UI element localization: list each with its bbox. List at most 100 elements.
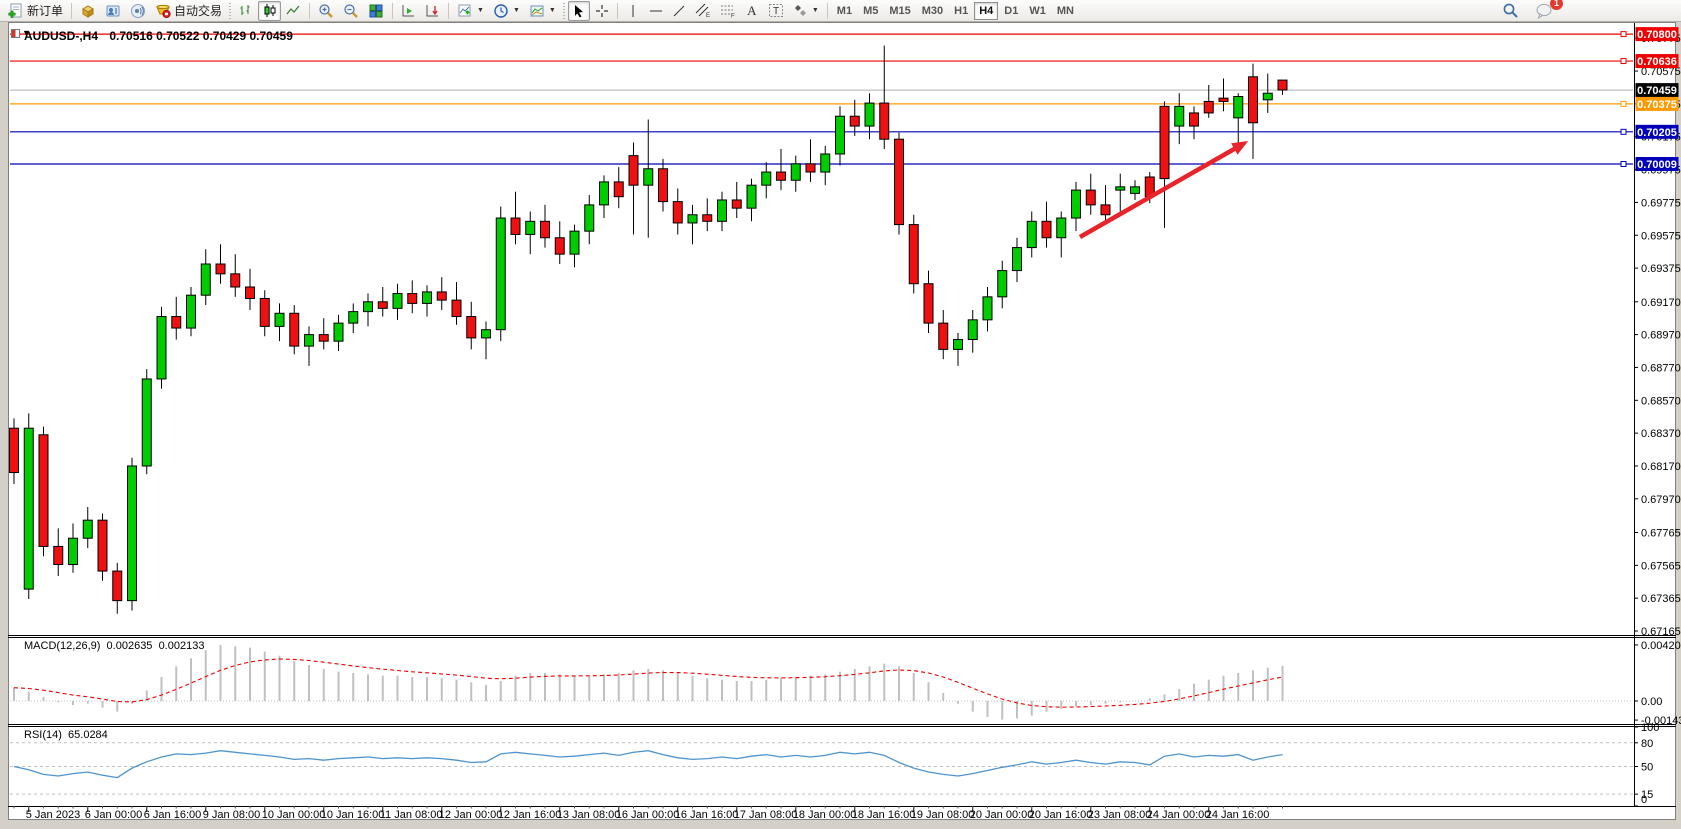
text-tool[interactable]: A — [741, 1, 763, 21]
text-icon: A — [747, 2, 757, 18]
timeframe-h4[interactable]: H4 — [974, 1, 999, 20]
bar-chart-button[interactable] — [234, 1, 257, 21]
toolbar-drag-handle — [562, 2, 565, 19]
arrows-tool[interactable]: ▼ — [789, 1, 823, 21]
new-order-icon — [8, 3, 22, 18]
svg-text:E: E — [706, 13, 710, 18]
timeframe-w1[interactable]: W1 — [1029, 4, 1046, 17]
fibonacci-icon: F — [720, 5, 735, 19]
tile-windows-icon — [369, 4, 383, 17]
shift-chart-button[interactable] — [397, 1, 420, 21]
market-watch-icon — [82, 4, 94, 18]
chevron-down-icon: ▼ — [22, 28, 31, 38]
periods-icon — [494, 3, 508, 18]
data-window-button[interactable] — [101, 1, 125, 21]
zoom-in-button[interactable] — [314, 1, 338, 21]
auto-trading-icon — [156, 4, 171, 18]
rsi-indicator-label: RSI(14) 65.0284 — [24, 729, 108, 741]
crosshair-icon — [595, 4, 608, 17]
chevron-down-icon: ▼ — [477, 7, 484, 14]
chart-symbol-period: AUDUSD-,H4 — [24, 29, 99, 43]
zoom-out-button[interactable] — [339, 1, 363, 21]
market-watch-button[interactable] — [76, 1, 100, 21]
chevron-down-icon: ▼ — [811, 7, 819, 14]
candlestick-icon — [264, 4, 276, 17]
auto-trading-button[interactable]: 自动交易 — [151, 1, 226, 21]
cursor-icon — [574, 4, 583, 17]
timeframe-d1[interactable]: D1 — [1004, 4, 1019, 17]
chat-icon — [1536, 3, 1552, 19]
templates-icon — [530, 5, 544, 16]
toolbar-separator — [448, 2, 450, 19]
channel-tool[interactable]: E — [691, 1, 715, 21]
one-click-trading-icon — [11, 28, 20, 38]
tile-windows-button[interactable] — [364, 1, 388, 21]
search-icon — [1503, 3, 1518, 18]
toolbar-separator — [309, 2, 311, 19]
timeframe-mn[interactable]: MN — [1056, 4, 1074, 17]
rsi-value: 65.0284 — [68, 729, 108, 741]
timeframe-group: M1 M5 M15 M30 H1 H4 D1 W1 MN — [832, 1, 1079, 20]
vline-icon — [632, 4, 634, 17]
cursor-button[interactable] — [567, 0, 590, 21]
candlestick-chart-button[interactable] — [258, 0, 282, 21]
toolbar-separator — [826, 2, 828, 19]
new-order-label: 新订单 — [27, 4, 64, 18]
indicators-button[interactable]: ▼ — [453, 1, 488, 21]
arrows-tool-icon — [794, 5, 806, 16]
auto-trading-label: 自动交易 — [174, 4, 223, 18]
macd-indicator-label: MACD(12,26,9) 0.002635 0.002133 — [24, 640, 204, 652]
chat-button[interactable]: 1 — [1531, 0, 1563, 21]
timeframe-m1[interactable]: M1 — [836, 4, 853, 17]
toolbar-right-tools: 1 — [1498, 0, 1563, 21]
text-label-icon: T — [768, 4, 783, 17]
chart-window[interactable] — [8, 22, 1676, 820]
fibonacci-tool[interactable]: F — [716, 1, 740, 21]
timeframe-m15[interactable]: M15 — [889, 4, 911, 17]
macd-main-value: 0.002635 — [106, 640, 153, 652]
timeframe-h1[interactable]: H1 — [954, 4, 969, 17]
signal-button[interactable] — [126, 1, 150, 21]
shift-chart-icon — [402, 5, 415, 17]
toolbar-separator — [392, 2, 394, 19]
svg-text:F: F — [731, 14, 735, 19]
toolbar-separator — [616, 2, 618, 19]
new-order-button[interactable]: 新订单 — [4, 1, 67, 21]
rsi-name: RSI(14) — [24, 729, 62, 741]
trendline-icon — [673, 5, 685, 16]
timeframe-m5[interactable]: M5 — [863, 4, 879, 17]
zoom-out-icon — [344, 3, 358, 18]
horizontal-line-tool[interactable] — [645, 1, 667, 21]
search-button[interactable] — [1498, 1, 1523, 21]
zoom-in-icon — [319, 3, 333, 18]
data-window-icon — [106, 5, 120, 16]
vertical-line-tool[interactable] — [622, 1, 644, 21]
text-label-tool[interactable]: T — [764, 1, 788, 21]
line-chart-button[interactable] — [282, 1, 305, 21]
line-chart-icon — [286, 5, 300, 15]
chevron-down-icon: ▼ — [548, 7, 556, 14]
periods-button[interactable]: ▼ — [489, 1, 524, 21]
toolbar-drag-handle — [229, 2, 232, 19]
templates-button[interactable]: ▼ — [525, 1, 560, 21]
auto-scroll-button[interactable] — [421, 1, 444, 21]
chart-quick-menu[interactable]: ▼ — [11, 28, 31, 38]
notification-badge: 1 — [1550, 0, 1563, 10]
auto-scroll-icon — [426, 5, 439, 17]
chart-title: AUDUSD-,H4 0.70516 0.70522 0.70429 0.704… — [24, 29, 293, 43]
bar-chart-icon — [240, 5, 250, 15]
timeframe-m30[interactable]: M30 — [921, 4, 944, 17]
main-toolbar: 新订单 — [0, 0, 1681, 22]
signal-icon — [131, 3, 146, 18]
toolbar-separator — [71, 2, 73, 19]
svg-text:T: T — [773, 6, 779, 17]
macd-name: MACD(12,26,9) — [24, 640, 101, 652]
trendline-tool[interactable] — [668, 1, 690, 21]
chart-ohlc-values: 0.70516 0.70522 0.70429 0.70459 — [109, 29, 293, 43]
chevron-down-icon: ▼ — [512, 7, 520, 14]
channel-icon: E — [695, 3, 710, 18]
crosshair-button[interactable] — [591, 1, 613, 21]
indicators-icon — [458, 4, 471, 16]
hline-icon — [649, 10, 662, 11]
